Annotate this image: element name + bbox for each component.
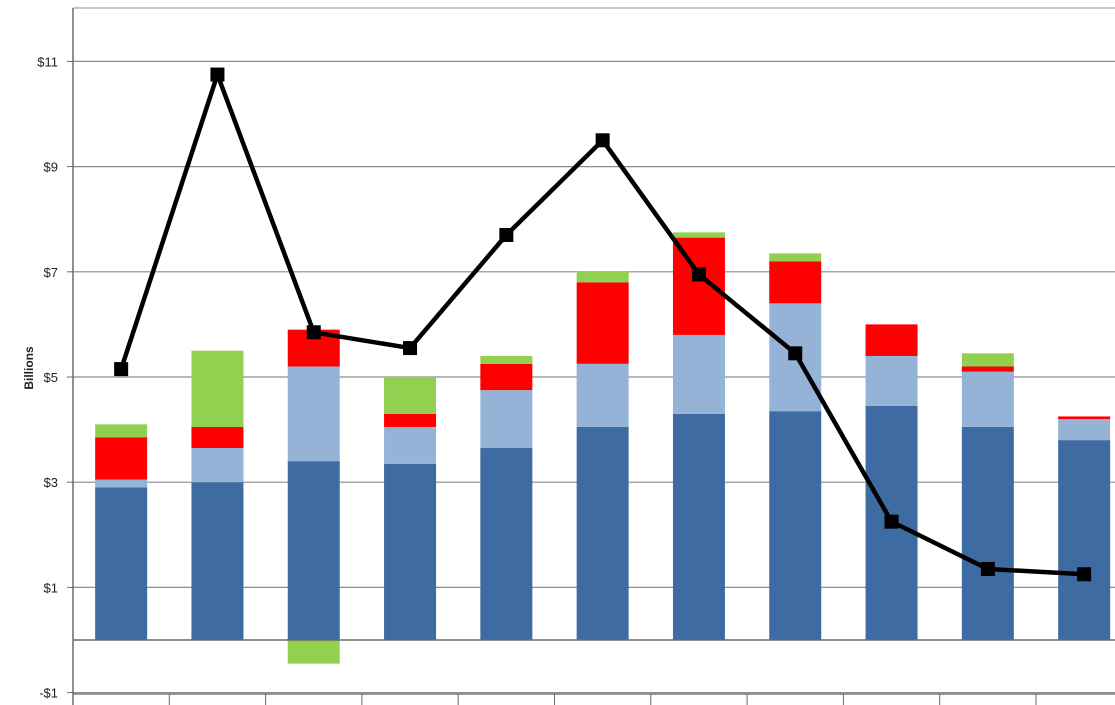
y-tick-label: $7 — [44, 265, 58, 280]
y-tick-label: $5 — [44, 370, 58, 385]
line-marker — [884, 514, 899, 529]
y-tick-label: $11 — [37, 54, 58, 69]
bar-segment — [384, 377, 437, 414]
line-marker — [691, 267, 706, 282]
bar-segment — [95, 479, 148, 488]
bar-segment — [384, 426, 437, 464]
bar-segment — [384, 413, 437, 427]
bar-segment — [769, 411, 822, 640]
bar-segment — [1058, 416, 1111, 420]
bar-series — [95, 232, 1111, 664]
y-tick-label: -$1 — [39, 686, 58, 701]
bar-segment — [672, 232, 725, 238]
bar-segment — [95, 487, 148, 640]
bar-segment — [961, 366, 1014, 372]
bar-segment — [576, 282, 629, 364]
bar-segment — [287, 366, 340, 462]
line-marker — [1077, 567, 1092, 582]
bar-segment — [961, 353, 1014, 367]
bar-segment — [480, 363, 533, 391]
bar-segment — [769, 253, 822, 262]
bar-segment — [480, 390, 533, 449]
line-marker — [403, 341, 418, 356]
bar-segment — [1058, 440, 1111, 640]
bar-segment — [672, 413, 725, 640]
y-tick-labels: -$1 $1 $3 $5 $7 $9 $11 — [37, 54, 58, 700]
bar-segment — [480, 355, 533, 364]
bar-segment — [576, 271, 629, 283]
line-series — [114, 67, 1092, 582]
y-tick-label: $3 — [44, 475, 58, 490]
line-marker — [114, 362, 129, 377]
bar-segment — [287, 461, 340, 640]
bar-segment — [384, 463, 437, 640]
bar-segment — [769, 261, 822, 304]
bar-segment — [191, 482, 244, 640]
bar-segment — [191, 448, 244, 483]
bar-segment — [961, 371, 1014, 427]
bar-segment — [865, 355, 918, 406]
bar-segment — [576, 426, 629, 640]
bar-segment — [576, 363, 629, 427]
bar-segment — [672, 334, 725, 414]
bar-segment — [95, 437, 148, 480]
y-tick-label: $9 — [44, 160, 58, 175]
bar-segment — [95, 424, 148, 438]
bar-segment — [191, 426, 244, 449]
line-marker — [595, 133, 610, 148]
line-marker — [499, 227, 514, 242]
line-marker — [306, 325, 321, 340]
axes — [67, 8, 1115, 705]
bar-segment — [287, 640, 340, 664]
bar-segment — [480, 448, 533, 640]
line-marker — [980, 561, 995, 576]
bar-segment — [865, 324, 918, 356]
bar-segment — [191, 350, 244, 427]
bar-segment — [961, 426, 1014, 640]
bar-segment — [1058, 419, 1111, 441]
y-axis-title: Billions — [22, 346, 36, 390]
line-marker — [788, 346, 803, 361]
y-tick-label: $1 — [44, 580, 58, 595]
line-marker — [210, 67, 225, 82]
